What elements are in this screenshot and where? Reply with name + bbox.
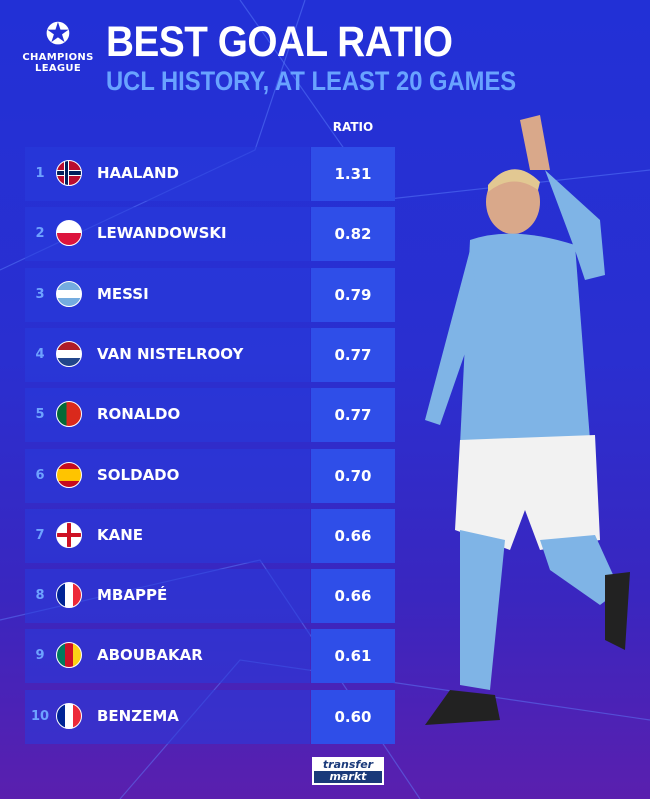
champions-league-logo: ✪ CHAMPIONS LEAGUE bbox=[20, 17, 96, 75]
brand-bottom: markt bbox=[314, 771, 382, 783]
ratio-value: 0.66 bbox=[311, 569, 395, 624]
player-name: VAN NISTELROOY bbox=[97, 344, 244, 363]
table-row: 10 BENZEMA 0.60 bbox=[25, 689, 395, 744]
player-name: MESSI bbox=[97, 284, 149, 303]
player-name: HAALAND bbox=[97, 164, 179, 182]
logo-text-line2: LEAGUE bbox=[35, 63, 81, 74]
rank: 4 bbox=[35, 346, 45, 362]
player-name: RONALDO bbox=[97, 405, 181, 424]
player-photo bbox=[425, 115, 630, 725]
column-header-ratio: RATIO bbox=[332, 120, 374, 134]
rank: 6 bbox=[35, 467, 45, 483]
table-row: 6 SOLDADO 0.70 bbox=[25, 448, 395, 503]
player-name: SOLDADO bbox=[97, 465, 180, 484]
table-row: 5 RONALDO 0.77 bbox=[25, 388, 395, 443]
ratio-value: 0.77 bbox=[311, 388, 395, 443]
argentina-flag-icon bbox=[56, 280, 82, 307]
table-row: 7 KANE 0.66 bbox=[25, 508, 395, 563]
logo-text-line1: CHAMPIONS bbox=[22, 52, 94, 63]
player-name: ABOUBAKAR bbox=[97, 646, 203, 665]
england-flag-icon bbox=[56, 521, 82, 548]
ratio-value: 0.77 bbox=[311, 327, 395, 382]
spain-flag-icon bbox=[56, 461, 82, 488]
rank: 10 bbox=[31, 708, 50, 724]
page-subtitle: UCL HISTORY, AT LEAST 20 GAMES bbox=[106, 66, 517, 96]
ratio-value: 0.70 bbox=[311, 448, 395, 503]
ratio-value: 0.66 bbox=[311, 508, 395, 563]
portugal-flag-icon bbox=[56, 401, 82, 428]
rank: 5 bbox=[35, 407, 45, 423]
rank: 3 bbox=[35, 286, 45, 302]
ratio-value: 0.82 bbox=[311, 207, 395, 262]
table-row: 9 ABOUBAKAR 0.61 bbox=[25, 629, 395, 684]
ratio-value: 0.61 bbox=[311, 629, 395, 684]
rank: 1 bbox=[35, 166, 45, 181]
rank: 2 bbox=[35, 226, 45, 242]
ratio-value: 1.31 bbox=[311, 147, 395, 201]
table-row: 3 MESSI 0.79 bbox=[25, 267, 395, 322]
france-flag-icon bbox=[56, 702, 82, 729]
rank: 9 bbox=[35, 648, 45, 664]
player-name: BENZEMA bbox=[97, 706, 179, 725]
transfermarkt-logo: transfer markt bbox=[312, 757, 384, 785]
page-title: BEST GOAL RATIO bbox=[106, 18, 453, 66]
starball-icon: ✪ bbox=[45, 17, 71, 52]
player-name: KANE bbox=[97, 525, 144, 544]
netherlands-flag-icon bbox=[56, 340, 82, 367]
table-row: 1 HAALAND 1.31 bbox=[25, 147, 395, 201]
ratio-value: 0.60 bbox=[311, 689, 395, 744]
poland-flag-icon bbox=[56, 220, 82, 247]
norway-flag-icon bbox=[56, 160, 82, 186]
table-row: 2 LEWANDOWSKI 0.82 bbox=[25, 207, 395, 262]
france-flag-icon bbox=[56, 582, 82, 609]
player-name: LEWANDOWSKI bbox=[97, 224, 227, 243]
rank: 7 bbox=[35, 527, 45, 543]
table-row: 4 VAN NISTELROOY 0.77 bbox=[25, 327, 395, 382]
table-row: 8 MBAPPÉ 0.66 bbox=[25, 569, 395, 624]
ratio-value: 0.79 bbox=[311, 267, 395, 322]
rank: 8 bbox=[35, 588, 45, 604]
brand-top: transfer bbox=[322, 758, 374, 771]
player-name: MBAPPÉ bbox=[97, 586, 168, 605]
cameroon-flag-icon bbox=[56, 642, 82, 669]
